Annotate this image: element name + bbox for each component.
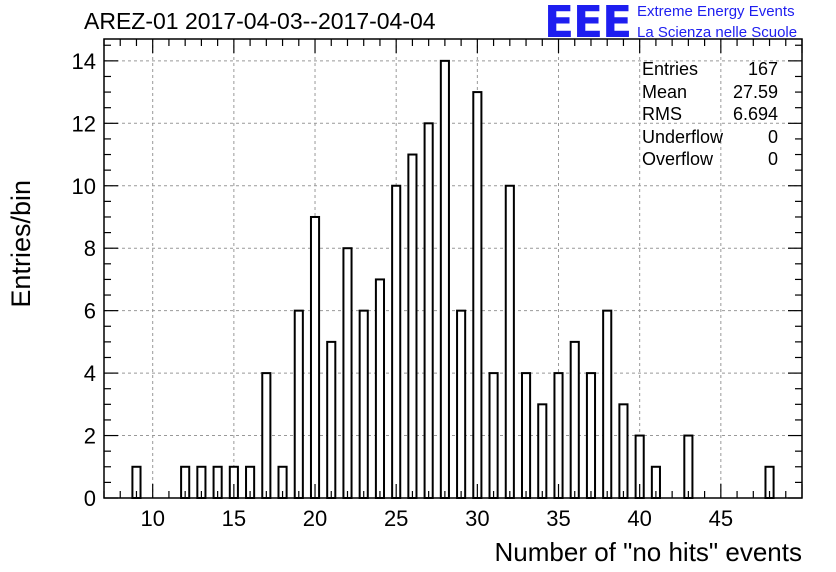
chart-title: AREZ-01 2017-04-03--2017-04-04 xyxy=(84,8,436,34)
stat-row: Underflow 0 xyxy=(642,126,778,149)
x-tick-label: 20 xyxy=(303,506,327,531)
x-tick-label: 10 xyxy=(140,506,164,531)
histogram-bar xyxy=(585,372,597,500)
stat-label: Entries xyxy=(642,59,699,79)
stat-row: RMS 6.694 xyxy=(642,103,778,126)
y-tick-label: 8 xyxy=(84,236,96,261)
histogram-bar xyxy=(569,340,580,500)
histogram-bar xyxy=(358,309,369,500)
stats-box: Entries 167 Mean 27.59 RMS 6.694 Underflow 0 Ove… xyxy=(642,58,778,171)
tick-labels: 10 15 20 25 30 35 40 45 0 2 4 6 8 10 12 14 xyxy=(72,49,734,531)
y-tick-label: 14 xyxy=(72,49,96,74)
plot-frame xyxy=(103,38,803,499)
stat-label: RMS xyxy=(642,104,682,124)
x-tick-label: 40 xyxy=(627,506,651,531)
stat-label: Overflow xyxy=(642,149,714,169)
y-tick-label: 6 xyxy=(84,299,96,324)
logo-line-1: Extreme Energy Events xyxy=(637,3,795,20)
stat-label: Underflow xyxy=(642,126,724,147)
stat-row: Entries 167 xyxy=(642,58,778,81)
histogram-bar xyxy=(456,309,467,500)
stat-value: 0 xyxy=(767,126,778,147)
histogram-bar xyxy=(602,309,613,500)
histogram-bar xyxy=(309,215,321,500)
histogram-bar xyxy=(683,434,694,500)
histogram-bar xyxy=(342,247,353,499)
histogram-bar xyxy=(261,372,272,500)
histogram-bar xyxy=(488,372,499,500)
x-tick-label: 15 xyxy=(222,506,246,531)
stat-label: Mean xyxy=(642,81,688,102)
histogram-bar xyxy=(423,122,434,499)
stat-value: 0 xyxy=(767,149,778,169)
y-tick-label: 0 xyxy=(84,486,96,511)
histogram-bar xyxy=(407,153,418,499)
stat-value: 167 xyxy=(747,59,778,79)
x-tick-label: 45 xyxy=(709,506,733,531)
histogram-bar xyxy=(293,309,304,500)
y-tick-label: 4 xyxy=(84,361,96,386)
y-tick-label: 10 xyxy=(72,174,96,199)
y-tick-label: 2 xyxy=(84,424,96,449)
histogram-bar xyxy=(439,59,450,499)
histogram-bar xyxy=(374,278,386,499)
histogram-bar xyxy=(472,91,483,499)
x-tick-label: 30 xyxy=(465,506,489,531)
logo-line-2: La Scienza nelle Scuole xyxy=(637,24,798,41)
x-tick-label: 35 xyxy=(546,506,570,531)
histogram-bar xyxy=(520,372,532,500)
histogram-bar xyxy=(537,403,548,500)
histogram-bar xyxy=(504,184,515,499)
axis-ticks xyxy=(103,39,803,499)
eee-logo: EEE xyxy=(544,0,632,48)
stat-row: Mean 27.59 xyxy=(642,81,778,104)
histogram-bar xyxy=(618,403,629,500)
x-tick-label: 25 xyxy=(384,506,408,531)
stat-value: 27.59 xyxy=(732,81,778,102)
histogram-bar xyxy=(553,372,564,500)
y-tick-label: 12 xyxy=(72,111,96,136)
stat-row: Overflow 0 xyxy=(642,148,778,171)
stat-value: 6.694 xyxy=(732,104,778,124)
x-axis-label: Number of "no hits" events xyxy=(494,537,803,567)
histogram-bar xyxy=(391,184,402,499)
histogram-bar xyxy=(326,340,337,500)
